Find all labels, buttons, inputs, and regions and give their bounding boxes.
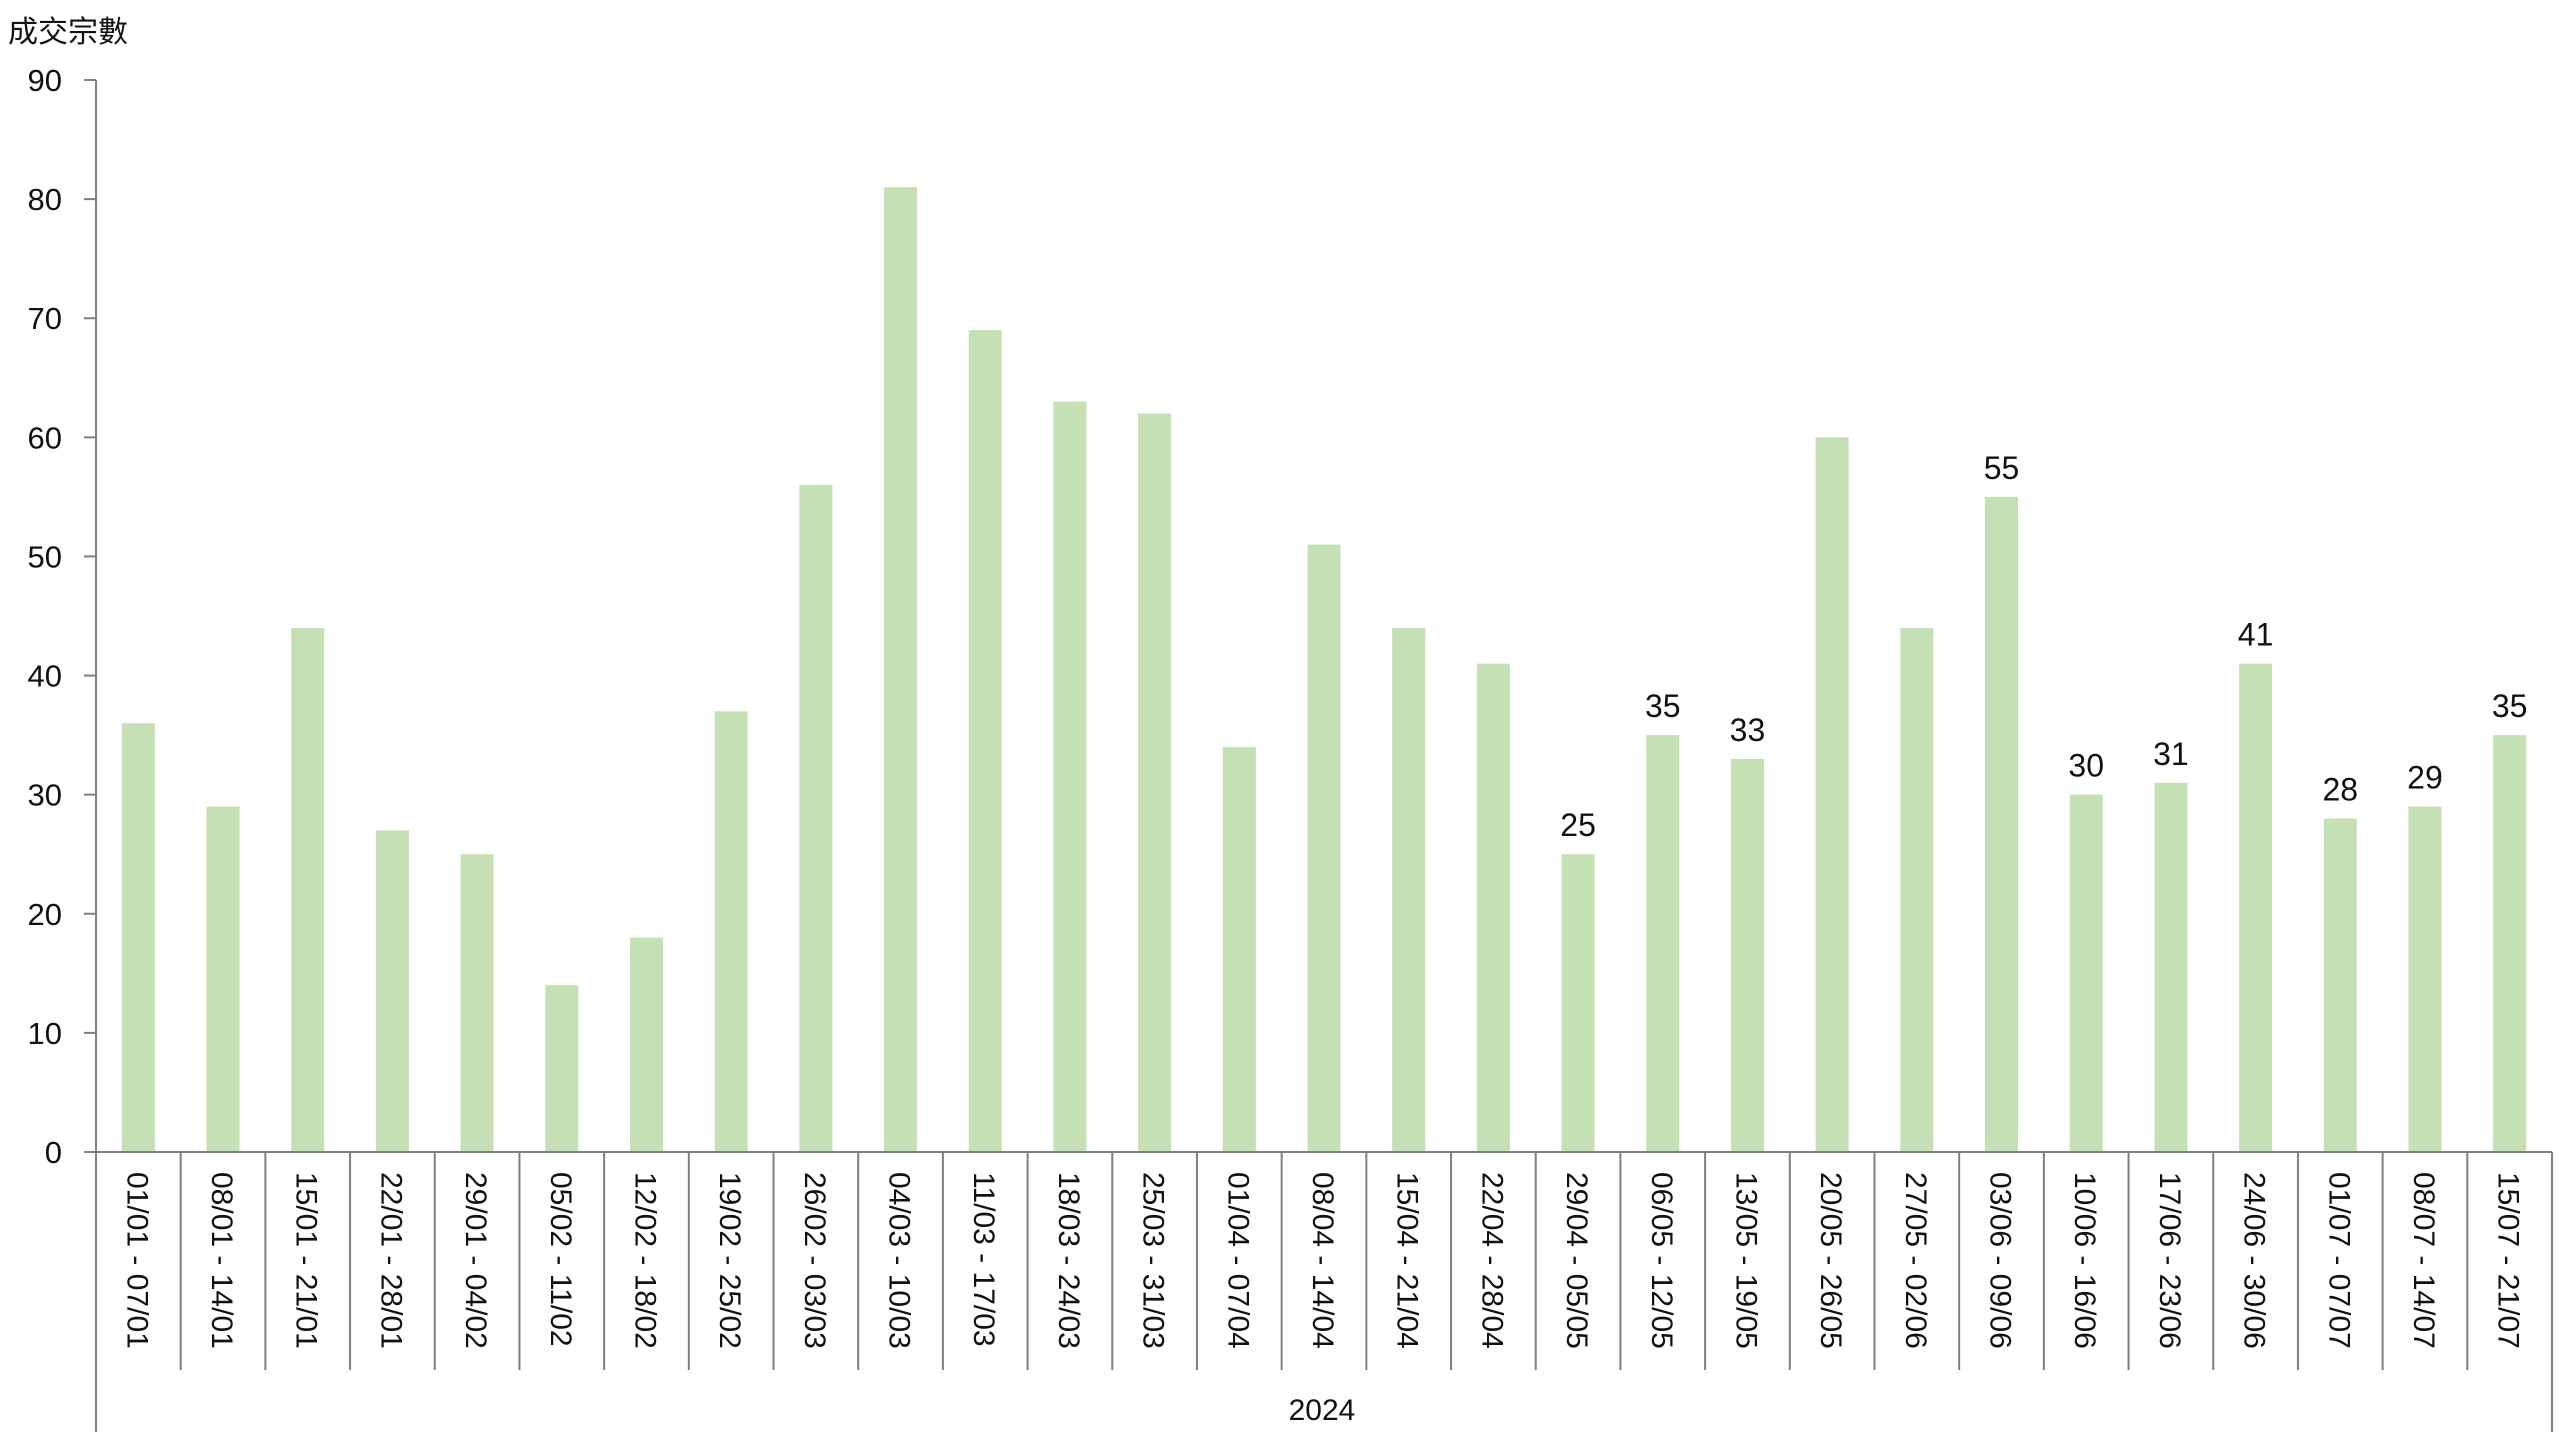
bar — [545, 985, 579, 1152]
y-tick-label: 90 — [28, 63, 62, 98]
x-tick-label: 01/01 - 07/01 — [120, 1172, 153, 1349]
y-tick-label: 40 — [28, 659, 62, 694]
bar — [714, 711, 748, 1152]
data-label: 55 — [1984, 450, 2020, 486]
y-tick-label: 0 — [45, 1135, 62, 1170]
x-tick-label: 01/04 - 07/04 — [1221, 1172, 1254, 1349]
bar — [2239, 663, 2273, 1152]
x-tick-label: 15/04 - 21/04 — [1391, 1172, 1424, 1349]
x-tick-label: 19/02 - 25/02 — [713, 1172, 746, 1349]
x-tick-label: 18/03 - 24/03 — [1052, 1172, 1085, 1349]
data-label: 35 — [2492, 688, 2528, 724]
x-tick-label: 27/05 - 02/06 — [1899, 1172, 1932, 1349]
x-tick-label: 11/03 - 17/03 — [967, 1172, 1000, 1347]
bar — [2493, 735, 2527, 1152]
x-tick-label: 03/06 - 09/06 — [1984, 1172, 2017, 1349]
x-tick-label: 06/05 - 12/05 — [1645, 1172, 1678, 1349]
bar — [629, 937, 663, 1152]
x-tick-label: 15/01 - 21/01 — [290, 1172, 323, 1349]
data-label: 29 — [2407, 760, 2443, 796]
x-tick-label: 08/07 - 14/07 — [2407, 1172, 2440, 1349]
x-tick-label: 29/04 - 05/05 — [1560, 1172, 1593, 1349]
bar — [291, 627, 325, 1152]
y-tick-label: 10 — [28, 1016, 62, 1051]
bar — [1900, 627, 1934, 1152]
bar — [206, 806, 240, 1152]
bar — [799, 484, 833, 1153]
y-tick-label: 60 — [28, 420, 62, 455]
x-tick-label: 12/02 - 18/02 — [628, 1172, 661, 1349]
x-tick-label: 24/06 - 30/06 — [2238, 1172, 2271, 1349]
y-axis-title: 成交宗數 — [8, 15, 128, 50]
x-tick-label: 04/03 - 10/03 — [883, 1172, 916, 1349]
bar — [884, 187, 918, 1152]
axes-layer: 0 10 20 30 40 50 60 70 80 90 01/01 - 07/01 08/01 - … — [28, 63, 2553, 1432]
bars-layer — [121, 187, 2527, 1153]
bar — [2069, 794, 2103, 1152]
x-tick-label: 17/06 - 23/06 — [2153, 1172, 2186, 1349]
bar — [1985, 496, 2019, 1152]
x-axis-title: 2024 — [1289, 1394, 1356, 1427]
bar — [460, 854, 494, 1152]
x-tick-label: 15/07 - 21/07 — [2492, 1172, 2525, 1349]
x-tick-label: 22/01 - 28/01 — [374, 1172, 407, 1349]
x-tick-label: 29/01 - 04/02 — [459, 1172, 492, 1349]
bar — [1053, 401, 1087, 1153]
x-tick-label: 22/04 - 28/04 — [1475, 1172, 1508, 1349]
x-tick-label: 01/07 - 07/07 — [2322, 1172, 2355, 1349]
bar — [1476, 663, 1510, 1152]
y-tick-label: 30 — [28, 778, 62, 813]
data-label: 30 — [2068, 748, 2104, 784]
bar — [2408, 806, 2442, 1152]
y-tick-label: 80 — [28, 182, 62, 217]
data-label: 28 — [2322, 771, 2358, 807]
bar — [375, 830, 409, 1152]
x-tick-label: 08/01 - 14/01 — [205, 1172, 238, 1349]
x-tick-label: 25/03 - 31/03 — [1137, 1172, 1170, 1349]
bar — [1646, 735, 1680, 1152]
bar — [968, 330, 1002, 1152]
x-tick-label: 05/02 - 11/02 — [544, 1172, 577, 1347]
data-label: 41 — [2238, 617, 2274, 653]
bar — [1222, 747, 1256, 1152]
y-tick-label: 20 — [28, 897, 62, 932]
bar — [2323, 818, 2357, 1152]
data-label: 35 — [1645, 688, 1681, 724]
y-tick-label: 50 — [28, 539, 62, 574]
bar — [1730, 758, 1764, 1152]
bar — [1307, 544, 1341, 1152]
bar — [1815, 437, 1849, 1153]
x-tick-label: 13/05 - 19/05 — [1729, 1172, 1762, 1349]
x-tick-label: 08/04 - 14/04 — [1306, 1172, 1339, 1349]
data-label: 31 — [2153, 736, 2189, 772]
x-tick-label: 20/05 - 26/05 — [1814, 1172, 1847, 1349]
x-tick-label: 26/02 - 03/03 — [798, 1172, 831, 1349]
bar — [121, 723, 155, 1152]
bar — [2154, 782, 2188, 1152]
bar — [1392, 627, 1426, 1152]
data-label: 33 — [1730, 712, 1766, 748]
bar — [1561, 854, 1595, 1152]
y-tick-label: 70 — [28, 301, 62, 336]
data-labels-layer: 25 35 33 55 30 31 41 28 29 35 — [1560, 450, 2527, 843]
bar — [1138, 413, 1172, 1152]
data-label: 25 — [1560, 807, 1596, 843]
x-tick-label: 10/06 - 16/06 — [2068, 1172, 2101, 1349]
